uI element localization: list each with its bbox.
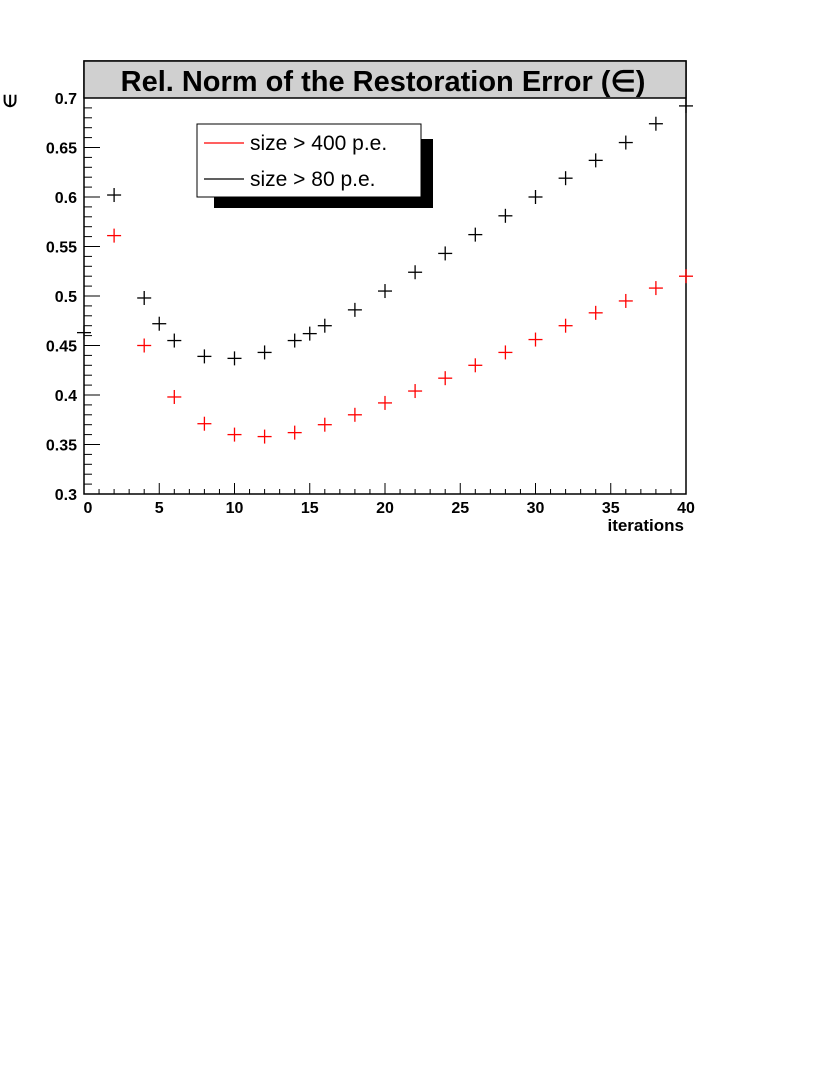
data-point — [438, 246, 453, 261]
data-point — [167, 333, 182, 348]
data-point — [347, 302, 362, 317]
data-point — [317, 417, 332, 432]
x-tick-label: 35 — [602, 500, 620, 517]
data-point — [528, 190, 543, 204]
data-point — [679, 269, 693, 284]
data-point — [77, 325, 91, 340]
data-point — [167, 389, 182, 404]
y-tick-label: 0.35 — [46, 438, 77, 455]
data-points — [77, 98, 693, 444]
data-point — [468, 358, 483, 373]
x-tick-label: 25 — [451, 500, 469, 517]
data-point — [347, 407, 362, 422]
title-box: Rel. Norm of the Restoration Error (∈) — [83, 60, 687, 99]
series-0 — [107, 228, 693, 444]
data-point — [528, 332, 543, 347]
legend-label-black: size > 80 p.e. — [250, 168, 376, 191]
data-point — [378, 284, 392, 299]
legend-entry-black: size > 80 p.e. — [204, 168, 376, 191]
data-point — [317, 318, 332, 333]
series-1 — [77, 98, 693, 366]
legend-label-red: size > 400 p.e. — [250, 132, 387, 155]
data-point — [558, 318, 573, 333]
data-point — [438, 371, 453, 386]
y-tick-label: 0.7 — [55, 91, 77, 108]
x-tick-label: 40 — [677, 500, 695, 517]
data-point — [152, 316, 167, 331]
x-tick-label: 0 — [84, 500, 93, 517]
x-tick-label: 15 — [301, 500, 319, 517]
x-tick-label: 10 — [226, 500, 244, 517]
data-point — [498, 345, 513, 360]
axis-labels: 0 5 10 15 20 25 30 35 40 0.3 0.35 0.4 0.45 0.5 0.55 0.6… — [46, 91, 695, 517]
legend-entry-red: size > 400 p.e. — [204, 132, 387, 155]
y-tick-label: 0.6 — [55, 190, 77, 207]
y-tick-label: 0.5 — [55, 289, 77, 306]
data-point — [137, 290, 152, 305]
data-point — [408, 265, 423, 280]
data-point — [107, 228, 122, 243]
x-tick-label: 5 — [155, 500, 164, 517]
data-point — [648, 281, 663, 296]
data-point — [287, 333, 302, 348]
data-point — [302, 326, 317, 341]
data-point — [648, 116, 663, 131]
chart-title: Rel. Norm of the Restoration Error (∈) — [121, 66, 646, 98]
data-point — [618, 135, 633, 150]
y-tick-label: 0.55 — [46, 240, 77, 257]
data-point — [618, 293, 633, 308]
data-point — [588, 153, 603, 168]
data-point — [378, 395, 392, 410]
y-tick-label: 0.4 — [55, 388, 77, 405]
y-tick-label: 0.65 — [46, 141, 77, 158]
x-tick-label: 20 — [376, 500, 394, 517]
data-point — [257, 429, 272, 444]
data-point — [588, 305, 603, 320]
y-tick-label: 0.3 — [55, 487, 77, 504]
data-point — [287, 425, 302, 440]
data-point — [137, 338, 152, 353]
legend: size > 400 p.e. size > 80 p.e. — [196, 123, 433, 208]
x-axis-title: iterations — [607, 516, 684, 535]
data-point — [257, 345, 272, 360]
data-point — [107, 188, 122, 203]
data-point — [498, 208, 513, 223]
data-point — [468, 227, 483, 242]
y-axis-title: ∈ — [1, 94, 20, 109]
data-point — [679, 98, 693, 113]
data-point — [197, 416, 212, 431]
data-point — [197, 349, 212, 364]
y-tick-label: 0.45 — [46, 339, 77, 356]
data-point — [227, 351, 242, 366]
x-tick-label: 30 — [527, 500, 545, 517]
data-point — [408, 384, 423, 399]
data-point — [558, 171, 573, 186]
data-point — [227, 427, 242, 442]
